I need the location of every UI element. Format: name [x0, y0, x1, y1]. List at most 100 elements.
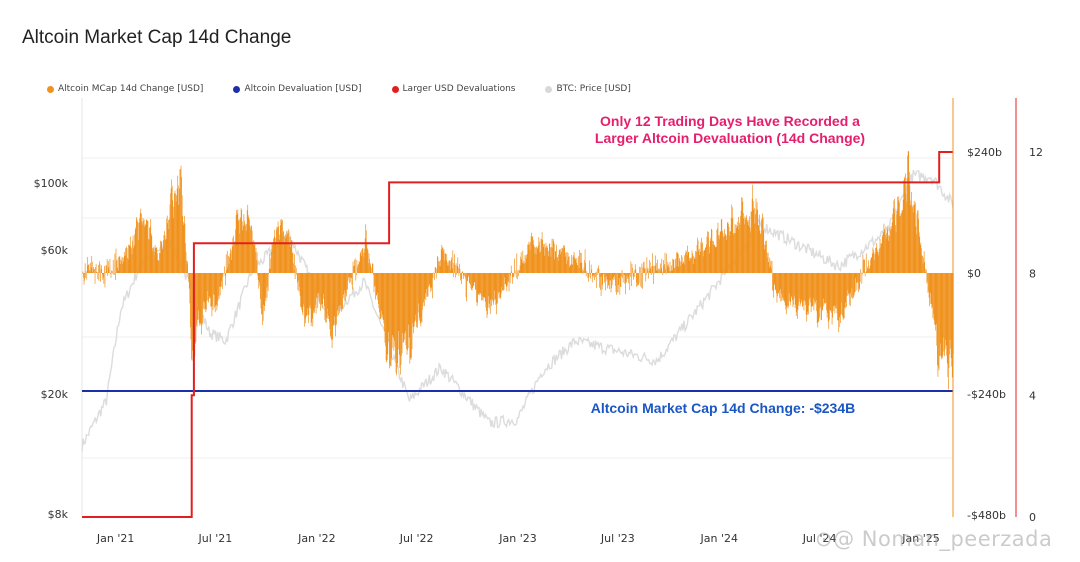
altcoin-change-bar [125, 255, 127, 273]
altcoin-change-bar [401, 273, 403, 354]
altcoin-change-bar [399, 273, 401, 369]
altcoin-change-bar [101, 273, 103, 275]
altcoin-change-bar [304, 273, 306, 319]
altcoin-change-bar [384, 273, 386, 343]
legend-dot-orange [47, 85, 54, 93]
altcoin-change-bar [147, 220, 149, 273]
right-axis-count-label: 12 [1029, 146, 1043, 159]
altcoin-change-bar [89, 271, 91, 273]
legend-item-larger-devaluations[interactable]: Larger USD Devaluations [391, 84, 515, 94]
altcoin-change-bar [339, 273, 341, 306]
altcoin-change-bar [233, 245, 235, 273]
altcoin-change-bar [336, 273, 338, 317]
altcoin-change-bar [882, 236, 884, 273]
altcoin-change-bar [908, 151, 910, 273]
altcoin-change-bar [857, 273, 859, 283]
altcoin-change-bar [365, 230, 367, 273]
legend-item-altcoin-change[interactable]: Altcoin MCap 14d Change [USD] [47, 84, 203, 94]
altcoin-change-bar [889, 227, 891, 273]
altcoin-change-bar [753, 208, 755, 273]
watermark: ⊙@ Noman_peerzada [815, 527, 1053, 551]
altcoin-change-bar [802, 273, 804, 306]
altcoin-change-bar [732, 218, 734, 273]
altcoin-change-bar [201, 273, 202, 335]
altcoin-change-bar [176, 195, 177, 273]
altcoin-change-bar [265, 273, 266, 298]
altcoin-change-bar [408, 273, 410, 338]
altcoin-change-bar [683, 261, 685, 273]
altcoin-change-bar [483, 273, 485, 298]
altcoin-change-bar [796, 273, 798, 313]
altcoin-change-bar [149, 227, 150, 273]
altcoin-change-bar [835, 273, 837, 306]
altcoin-change-bar [285, 238, 287, 273]
altcoin-change-bar [449, 261, 451, 273]
altcoin-change-bar [177, 175, 179, 273]
altcoin-change-bar [327, 273, 329, 319]
altcoin-change-bar [543, 244, 545, 273]
altcoin-change-bar [170, 193, 171, 273]
altcoin-change-bar [245, 225, 246, 273]
altcoin-change-bar [249, 219, 250, 273]
altcoin-change-bar [784, 273, 786, 305]
altcoin-change-bar [342, 273, 344, 298]
altcoin-change-bar [362, 248, 363, 273]
altcoin-change-bar [697, 237, 698, 273]
altcoin-change-bar [133, 245, 135, 273]
altcoin-change-bar [531, 237, 533, 273]
altcoin-change-bar [224, 266, 225, 273]
altcoin-change-bar [876, 243, 878, 273]
altcoin-change-bar [514, 258, 515, 273]
altcoin-change-bar [462, 273, 464, 279]
altcoin-change-bar [341, 273, 342, 312]
altcoin-change-bar [948, 273, 949, 390]
altcoin-change-bar [227, 267, 229, 273]
altcoin-change-bar [466, 273, 467, 302]
altcoin-change-bar [715, 246, 717, 273]
altcoin-change-bar [204, 273, 206, 309]
altcoin-change-bar [564, 245, 566, 273]
altcoin-change-bar [748, 220, 750, 273]
legend-item-altcoin-devaluation[interactable]: Altcoin Devaluation [USD] [233, 84, 362, 94]
altcoin-change-bar [822, 273, 824, 310]
altcoin-change-bar [456, 265, 458, 273]
altcoin-change-bar [394, 273, 395, 341]
legend-item-btc-price[interactable]: BTC: Price [USD] [545, 84, 631, 94]
altcoin-change-bar [706, 236, 708, 273]
altcoin-change-bar [376, 273, 378, 293]
altcoin-change-bar [741, 197, 743, 273]
altcoin-change-bar [185, 243, 186, 273]
altcoin-change-bar [903, 180, 905, 273]
altcoin-change-bar [776, 273, 777, 294]
altcoin-change-bar [506, 273, 508, 292]
altcoin-change-bar [750, 231, 751, 273]
altcoin-change-bar [132, 235, 134, 273]
altcoin-change-bar [117, 267, 118, 273]
altcoin-change-bar [199, 273, 201, 326]
altcoin-change-bar [566, 251, 568, 273]
altcoin-change-bar [839, 273, 841, 318]
altcoin-change-bar [719, 239, 720, 273]
altcoin-change-bar [424, 273, 426, 294]
altcoin-change-bar [806, 273, 808, 315]
altcoin-change-bar [350, 273, 352, 278]
altcoin-change-bar [825, 273, 826, 304]
altcoin-change-bar [691, 250, 693, 273]
altcoin-change-bar [186, 264, 188, 273]
altcoin-change-bar [184, 223, 186, 273]
altcoin-change-bar [274, 242, 276, 273]
altcoin-change-bar [767, 252, 769, 273]
altcoin-change-bar [476, 273, 477, 303]
altcoin-change-bar [412, 273, 413, 324]
altcoin-change-bar [105, 265, 107, 273]
altcoin-change-bar [911, 191, 912, 273]
altcoin-change-bar [416, 273, 418, 323]
altcoin-change-bar [622, 273, 623, 278]
altcoin-change-bar [862, 273, 863, 275]
altcoin-change-bar [492, 273, 494, 302]
altcoin-change-bar [398, 273, 400, 355]
altcoin-change-bar [808, 273, 810, 306]
altcoin-change-bar [829, 273, 831, 310]
altcoin-change-bar [206, 273, 207, 310]
altcoin-change-bar [201, 273, 203, 326]
